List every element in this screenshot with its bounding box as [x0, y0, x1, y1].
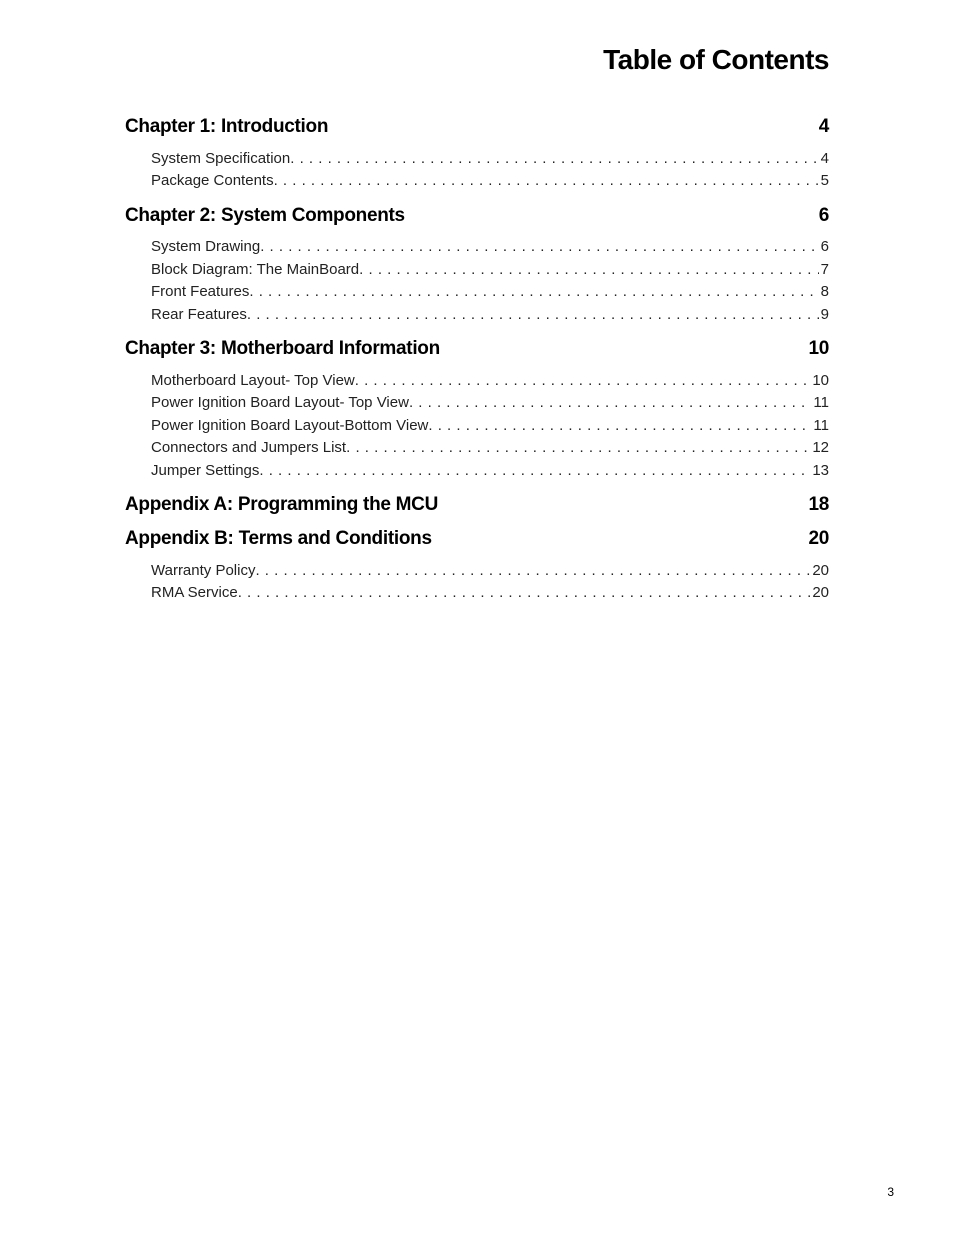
toc-entry-title: Jumper Settings: [151, 460, 259, 483]
toc-section-heading[interactable]: Appendix A: Programming the MCU 18: [125, 492, 829, 518]
toc-entry-page: 13: [810, 460, 829, 483]
dot-leader: [260, 236, 818, 251]
toc-entry[interactable]: Front Features 8: [125, 281, 829, 304]
toc-section-title: Chapter 1: Introduction: [125, 114, 328, 140]
toc-entry-page: 20: [810, 560, 829, 583]
page-title: Table of Contents: [125, 44, 829, 76]
toc-section: Appendix B: Terms and Conditions20Warran…: [125, 526, 829, 605]
toc-section-page: 18: [808, 492, 829, 518]
toc-entry-title: System Drawing: [151, 236, 260, 259]
toc-entry-title: Package Contents: [151, 170, 274, 193]
toc-entry[interactable]: Block Diagram: The MainBoard 7: [125, 259, 829, 282]
toc-entry-page: 9: [819, 304, 829, 327]
toc-section-page: 6: [819, 203, 829, 229]
toc-entry-title: Rear Features: [151, 304, 247, 327]
toc-entry-page: 11: [811, 392, 829, 415]
toc-section-title: Chapter 3: Motherboard Information: [125, 336, 440, 362]
toc-entry[interactable]: Package Contents 5: [125, 170, 829, 193]
toc-section: Chapter 3: Motherboard Information10Moth…: [125, 336, 829, 482]
dot-leader: [238, 582, 811, 597]
toc-entry-page: 11: [811, 415, 829, 438]
toc-entry-page: 4: [819, 148, 829, 171]
toc-entry[interactable]: Motherboard Layout- Top View 10: [125, 370, 829, 393]
toc-entries: Motherboard Layout- Top View10Power Igni…: [125, 370, 829, 483]
page: Table of Contents Chapter 1: Introductio…: [0, 0, 954, 1235]
toc-entry-page: 7: [819, 259, 829, 282]
dot-leader: [259, 460, 810, 475]
toc-entry[interactable]: Power Ignition Board Layout-Bottom View 1…: [125, 415, 829, 438]
toc-section-page: 4: [819, 114, 829, 140]
dot-leader: [346, 437, 810, 452]
dot-leader: [355, 370, 811, 385]
dot-leader: [409, 392, 811, 407]
toc-entry-title: Motherboard Layout- Top View: [151, 370, 355, 393]
toc-section: Chapter 2: System Components6System Draw…: [125, 203, 829, 327]
toc-entry[interactable]: System Drawing 6: [125, 236, 829, 259]
toc-entry-title: Front Features: [151, 281, 249, 304]
page-number: 3: [887, 1185, 894, 1199]
dot-leader: [274, 170, 819, 185]
toc-entry-page: 12: [810, 437, 829, 460]
toc-entry[interactable]: Rear Features 9: [125, 304, 829, 327]
toc-entry-title: Warranty Policy: [151, 560, 255, 583]
toc-entries: System Drawing6Block Diagram: The MainBo…: [125, 236, 829, 326]
toc-entry-title: System Specification: [151, 148, 290, 171]
toc-entry[interactable]: System Specification 4: [125, 148, 829, 171]
toc-entry-title: Power Ignition Board Layout- Top View: [151, 392, 409, 415]
dot-leader: [255, 560, 810, 575]
toc-section-heading[interactable]: Chapter 2: System Components 6: [125, 203, 829, 229]
toc-entry[interactable]: Warranty Policy 20: [125, 560, 829, 583]
dot-leader: [359, 259, 819, 274]
toc-entry[interactable]: Power Ignition Board Layout- Top View 11: [125, 392, 829, 415]
toc-section-page: 10: [808, 336, 829, 362]
toc-entry-title: Block Diagram: The MainBoard: [151, 259, 359, 282]
toc-section: Appendix A: Programming the MCU 18: [125, 492, 829, 518]
toc-entry-title: RMA Service: [151, 582, 238, 605]
toc-entry-page: 10: [810, 370, 829, 393]
toc-section-page: 20: [808, 526, 829, 552]
dot-leader: [428, 415, 811, 430]
toc-section-title: Appendix B: Terms and Conditions: [125, 526, 432, 552]
toc-entry-page: 5: [819, 170, 829, 193]
toc-entry[interactable]: RMA Service 20: [125, 582, 829, 605]
toc-entry-page: 20: [810, 582, 829, 605]
toc-entries: Warranty Policy 20 RMA Service 20: [125, 560, 829, 605]
toc-entry-page: 6: [819, 236, 829, 259]
toc-section-heading[interactable]: Chapter 1: Introduction 4: [125, 114, 829, 140]
toc-entry[interactable]: Connectors and Jumpers List 12: [125, 437, 829, 460]
toc-entry-title: Power Ignition Board Layout-Bottom View: [151, 415, 428, 438]
toc-section: Chapter 1: Introduction4System Specifica…: [125, 114, 829, 193]
dot-leader: [247, 304, 819, 319]
toc-section-title: Appendix A: Programming the MCU: [125, 492, 438, 518]
dot-leader: [249, 281, 818, 296]
toc-section-heading[interactable]: Chapter 3: Motherboard Information 10: [125, 336, 829, 362]
toc-entry-title: Connectors and Jumpers List: [151, 437, 346, 460]
toc-entry[interactable]: Jumper Settings 13: [125, 460, 829, 483]
toc-section-title: Chapter 2: System Components: [125, 203, 405, 229]
table-of-contents: Chapter 1: Introduction4System Specifica…: [125, 114, 829, 605]
toc-entry-page: 8: [819, 281, 829, 304]
toc-section-heading[interactable]: Appendix B: Terms and Conditions 20: [125, 526, 829, 552]
toc-entries: System Specification 4 Package Contents 5: [125, 148, 829, 193]
dot-leader: [290, 148, 818, 163]
